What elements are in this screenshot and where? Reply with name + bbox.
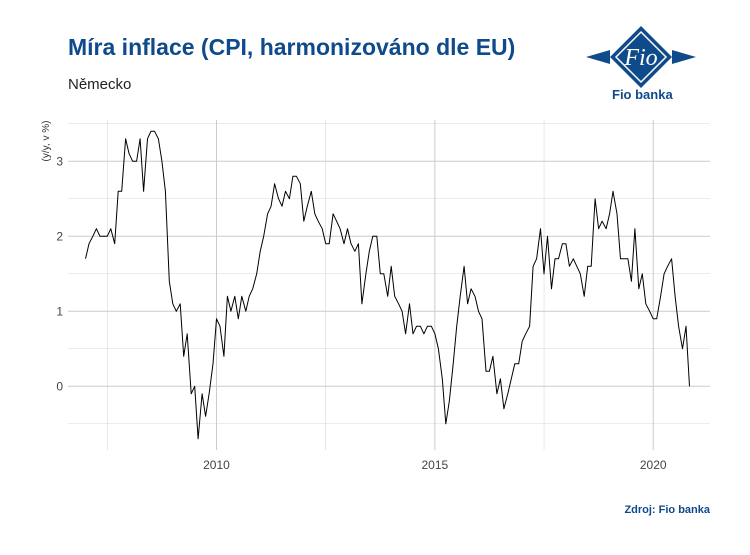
y-tick-label: 2	[56, 229, 63, 243]
fio-logo-icon: Fio	[586, 26, 696, 88]
x-axis-ticks: 2010 2015 2020	[203, 458, 667, 472]
series-line	[85, 130, 690, 440]
x-tick-label: 2010	[203, 458, 230, 472]
chart-subtitle: Německo	[68, 76, 132, 93]
y-axis-ticks: 0 1 2 3	[56, 154, 63, 393]
x-tick-label: 2020	[640, 458, 667, 472]
chart-title: Míra inflace (CPI, harmonizováno dle EU)	[68, 34, 516, 60]
x-tick-label: 2015	[422, 458, 449, 472]
y-axis-label: (y/y, v %)	[41, 121, 52, 162]
y-tick-label: 3	[56, 154, 63, 168]
y-tick-label: 1	[56, 304, 63, 318]
source-note: Zdroj: Fio banka	[624, 504, 710, 516]
grid-major	[68, 120, 710, 450]
logo-bank-name: Fio banka	[612, 87, 673, 102]
logo-mark-text: Fio	[623, 45, 657, 71]
grid-minor	[68, 120, 710, 450]
y-tick-label: 0	[56, 379, 63, 393]
